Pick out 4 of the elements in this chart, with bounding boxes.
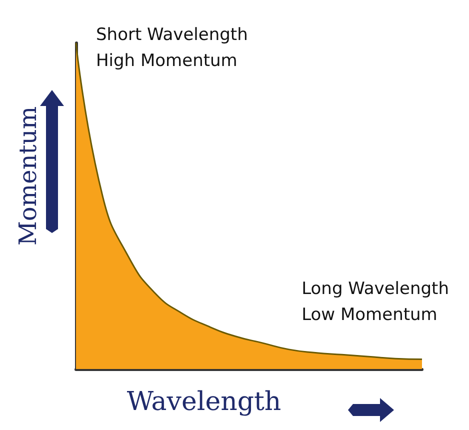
annotation: Short Wavelength High Momentum: [96, 25, 248, 71]
y-axis-title: Momentum: [14, 106, 42, 246]
annotation: Long Wavelength Low Momentum: [302, 279, 449, 325]
x-axis-title: Wavelength: [126, 387, 282, 417]
